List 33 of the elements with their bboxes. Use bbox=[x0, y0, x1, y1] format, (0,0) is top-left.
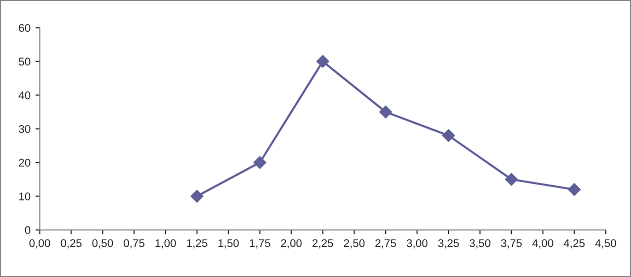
x-tick-label: 1,50 bbox=[218, 239, 239, 248]
x-tick-label: 2,75 bbox=[375, 239, 396, 248]
x-tick-label: 0,00 bbox=[29, 239, 50, 248]
x-tick-label: 4,00 bbox=[532, 239, 554, 248]
point bbox=[505, 172, 518, 186]
x-tick-label: 1,75 bbox=[250, 239, 270, 248]
point bbox=[379, 106, 392, 118]
x-tick-label: 3,25 bbox=[438, 239, 459, 248]
x-tick-label: 2,00 bbox=[281, 239, 302, 248]
y-tick-label: 40 bbox=[18, 91, 30, 100]
x-tick-label: 0,50 bbox=[92, 239, 114, 248]
x-tick-label: 4,50 bbox=[595, 239, 616, 248]
x-tick-label: 3,50 bbox=[470, 239, 490, 248]
y-tick-label: 10 bbox=[19, 192, 30, 200]
y-tick-label: 60 bbox=[18, 24, 30, 32]
point bbox=[442, 129, 455, 142]
y-tick-label: 0 bbox=[24, 226, 30, 234]
x-tick-label: 3,00 bbox=[406, 239, 428, 248]
x-tick-label: 1,00 bbox=[156, 239, 176, 248]
x-tick-label: 3,75 bbox=[501, 239, 522, 248]
y-tick-label: 20 bbox=[18, 158, 30, 167]
x-tick-label: 2,25 bbox=[312, 239, 334, 248]
x-tick-label: 0,75 bbox=[124, 239, 144, 248]
x-tick-label: 2,50 bbox=[344, 239, 365, 248]
y-tick-label: 30 bbox=[18, 125, 30, 133]
point bbox=[316, 54, 330, 68]
x-tick-label: 0,25 bbox=[60, 239, 82, 248]
x-tick-label: 1,25 bbox=[187, 239, 208, 248]
x-tick-label: 4,25 bbox=[564, 239, 585, 248]
point bbox=[253, 156, 266, 169]
point bbox=[190, 190, 204, 203]
point bbox=[568, 183, 581, 196]
y-tick-label: 50 bbox=[18, 58, 30, 66]
